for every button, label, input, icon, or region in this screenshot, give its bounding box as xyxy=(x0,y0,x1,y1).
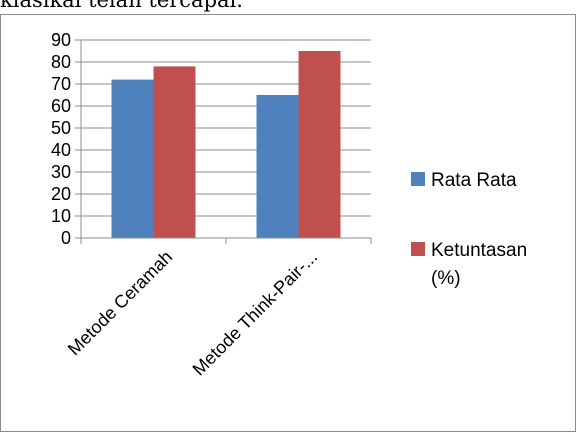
bar-rata-rata-1 xyxy=(256,95,299,238)
legend-item-ketuntasan: Ketuntasan (%) xyxy=(411,237,571,293)
y-tick-label: 90 xyxy=(51,30,71,50)
y-tick-label: 50 xyxy=(51,118,71,138)
document-text: klasikal telah tercapai. xyxy=(0,0,243,12)
bar-ketuntasan-1 xyxy=(298,51,341,238)
axes xyxy=(75,39,372,244)
x-category-label: Metode Ceramah xyxy=(64,247,176,359)
y-tick-label: 10 xyxy=(51,206,71,226)
bar-rata-rata-0 xyxy=(111,79,154,238)
legend-item-rata-rata: Rata Rata xyxy=(411,167,571,195)
y-tick-label: 80 xyxy=(51,52,71,72)
bar-ketuntasan-0 xyxy=(153,66,196,239)
x-category-label: Metode Think-Pair-... xyxy=(189,247,322,380)
y-tick-label: 30 xyxy=(51,162,71,182)
y-tick-label: 60 xyxy=(51,96,71,116)
legend-swatch-ketuntasan xyxy=(411,242,425,256)
bars xyxy=(111,51,341,239)
legend-swatch-rata-rata xyxy=(411,172,425,186)
legend-label-ketuntasan: Ketuntasan (%) xyxy=(431,240,528,289)
legend-label-rata-rata: Rata Rata xyxy=(431,170,517,191)
chart-frame: 0 10 20 30 40 50 60 70 80 90 Metode Ceramah Metode … xyxy=(0,14,576,432)
y-tick-label: 0 xyxy=(61,228,71,248)
y-tick-label: 40 xyxy=(51,140,71,160)
y-tick-label: 70 xyxy=(51,74,71,94)
y-tick-label: 20 xyxy=(51,184,71,204)
